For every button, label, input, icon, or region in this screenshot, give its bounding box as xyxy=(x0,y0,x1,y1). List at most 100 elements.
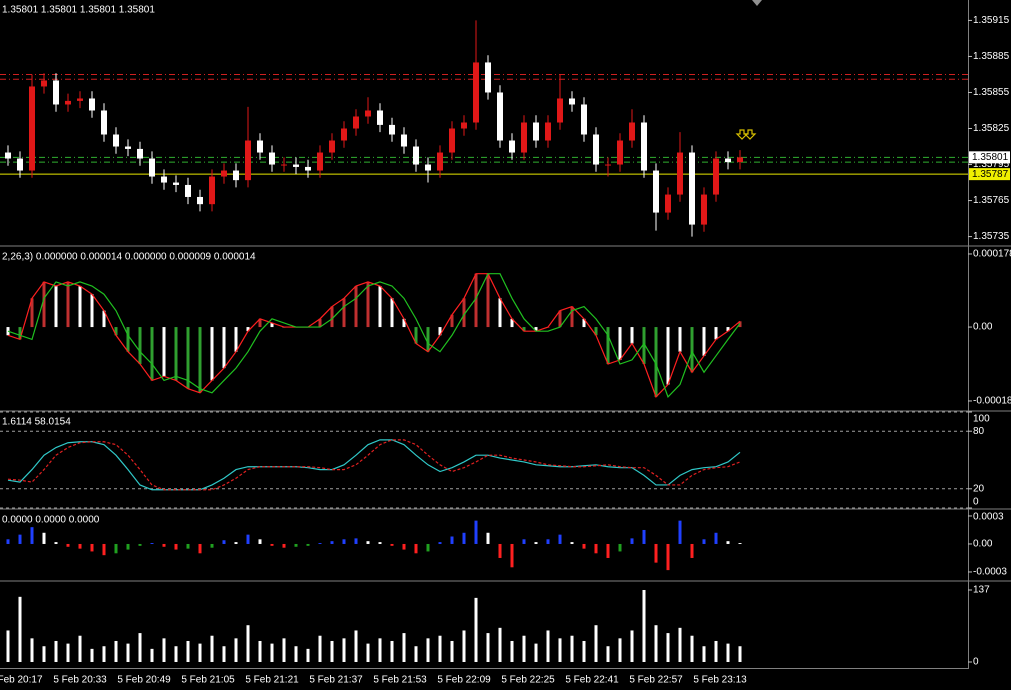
panel-header: 2,26,3) 0.000000 0.000014 0.000000 0.000… xyxy=(2,252,256,263)
bar xyxy=(126,543,130,550)
time-label: 5 Feb 22:41 xyxy=(565,675,619,686)
bar xyxy=(210,327,214,381)
bar xyxy=(78,543,82,549)
bar xyxy=(438,635,442,663)
bar xyxy=(174,543,178,550)
bar xyxy=(54,542,58,544)
bar xyxy=(690,635,694,663)
bar xyxy=(78,286,82,328)
bar xyxy=(426,638,430,663)
bar xyxy=(666,327,670,385)
bar xyxy=(474,273,478,328)
y-tick-label: 100 xyxy=(973,414,990,425)
candle-body xyxy=(437,152,443,171)
bar xyxy=(630,630,634,663)
bar xyxy=(174,646,178,663)
bar xyxy=(42,532,46,544)
bar xyxy=(630,538,634,544)
bar xyxy=(462,630,466,663)
bar xyxy=(6,539,10,544)
bar xyxy=(690,327,694,373)
bar xyxy=(186,640,190,663)
bar xyxy=(510,640,514,663)
bar xyxy=(90,543,94,552)
bar xyxy=(498,627,502,663)
price-label: 1.35787 xyxy=(972,169,1009,180)
bar xyxy=(666,633,670,663)
bar xyxy=(558,638,562,663)
candle-body xyxy=(341,128,347,141)
bar xyxy=(342,298,346,328)
candle-body xyxy=(125,146,131,149)
candle-body xyxy=(701,194,707,225)
bar xyxy=(510,543,514,568)
indicator-line xyxy=(7,273,741,398)
bar xyxy=(678,627,682,663)
candle-body xyxy=(353,116,359,129)
bar xyxy=(594,625,598,663)
bar xyxy=(30,298,34,328)
bar xyxy=(18,534,22,544)
candle-body xyxy=(521,122,527,153)
bar xyxy=(306,648,310,663)
time-label: 5 Feb 21:05 xyxy=(181,675,235,686)
bar xyxy=(438,327,442,336)
y-tick-label: 0 xyxy=(973,497,979,508)
candle-body xyxy=(17,158,23,171)
bar xyxy=(726,327,730,332)
candle-body xyxy=(725,158,731,163)
bar xyxy=(654,327,658,397)
bar xyxy=(222,646,226,663)
bar xyxy=(6,327,10,336)
bar xyxy=(162,638,166,663)
bar xyxy=(678,520,682,544)
candle-body xyxy=(77,98,83,101)
time-label: 5 Feb 23:13 xyxy=(693,675,747,686)
panel-header: 0.0000 0.0000 0.0000 xyxy=(2,515,100,526)
bar xyxy=(186,543,190,549)
bar xyxy=(390,640,394,663)
y-tick-label: 1.35855 xyxy=(973,87,1010,98)
bar xyxy=(138,543,142,546)
bar xyxy=(126,327,130,352)
bar xyxy=(570,306,574,328)
bar xyxy=(294,646,298,663)
bar xyxy=(486,633,490,663)
bar xyxy=(498,298,502,328)
shift-marker xyxy=(752,0,762,6)
bar xyxy=(654,625,658,663)
candle-body xyxy=(5,152,11,159)
bar xyxy=(330,306,334,328)
bar xyxy=(258,318,262,328)
bar xyxy=(186,327,190,389)
bar xyxy=(510,318,514,328)
candle-body xyxy=(713,158,719,195)
candle-body xyxy=(581,104,587,135)
candle-body xyxy=(677,152,683,195)
bar xyxy=(594,327,598,336)
bar xyxy=(282,638,286,663)
bar xyxy=(210,543,214,548)
bar xyxy=(498,543,502,558)
price-label: 1.35801 xyxy=(972,152,1009,163)
y-tick-label: 1.35765 xyxy=(973,195,1010,206)
bar xyxy=(366,643,370,663)
y-tick-label: -0.00018 xyxy=(973,396,1011,407)
candle-body xyxy=(281,164,287,166)
down-arrow xyxy=(735,129,749,140)
bar xyxy=(702,539,706,544)
y-tick-label: 1.35825 xyxy=(973,123,1010,134)
bar xyxy=(606,327,610,365)
bar xyxy=(678,327,682,352)
bar xyxy=(210,635,214,663)
bar xyxy=(102,543,106,556)
candle-body xyxy=(641,122,647,171)
bar xyxy=(654,543,658,563)
candle-body xyxy=(65,100,71,105)
candle-body xyxy=(101,110,107,135)
candle-body xyxy=(269,152,275,165)
candle-body xyxy=(653,170,659,213)
candle-body xyxy=(173,182,179,185)
bar xyxy=(138,633,142,663)
